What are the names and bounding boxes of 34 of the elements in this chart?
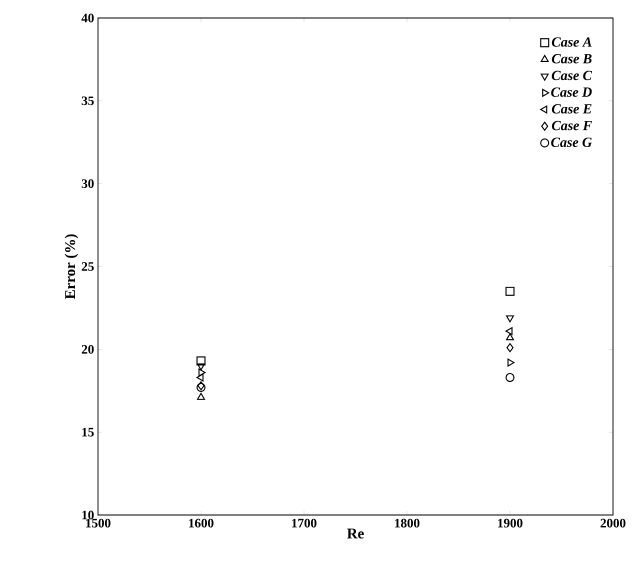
y-tick-label: 30 <box>82 179 94 188</box>
legend-label: Case F <box>552 120 592 130</box>
legend-label: Case G <box>551 138 592 147</box>
x-tick-label: 1800 <box>395 518 420 528</box>
legend-label: Case A <box>552 37 592 47</box>
legend-label: Case E <box>552 104 592 114</box>
x-tick-label: 1900 <box>498 518 522 528</box>
point <box>196 356 206 366</box>
y-tick-label: 25 <box>82 262 94 271</box>
point <box>506 343 514 352</box>
y-tick-label: 15 <box>82 428 94 436</box>
y-tick-label: 10 <box>82 510 94 520</box>
y-tick-label: 20 <box>82 344 94 354</box>
point <box>505 327 513 336</box>
legend-label: Case D <box>551 87 592 97</box>
y-axis-title: Error (%) <box>64 234 78 300</box>
legend-label: Case C <box>552 70 592 80</box>
x-tick-label: 1500 <box>86 518 110 528</box>
x-tick-label: 1600 <box>189 518 214 528</box>
y-tick-label: 35 <box>82 96 94 106</box>
point <box>197 363 206 370</box>
x-tick-label: 2000 <box>600 518 626 528</box>
point <box>506 315 514 322</box>
point <box>505 286 515 296</box>
point <box>196 373 204 382</box>
point <box>505 372 515 382</box>
point <box>506 333 514 340</box>
x-tick-label: 1700 <box>292 518 316 528</box>
y-tick-label: 40 <box>81 14 94 22</box>
legend-label: Case B <box>552 54 592 64</box>
point <box>197 392 206 400</box>
point <box>198 368 206 377</box>
x-axis-title: Re <box>347 528 364 539</box>
point <box>507 358 515 367</box>
